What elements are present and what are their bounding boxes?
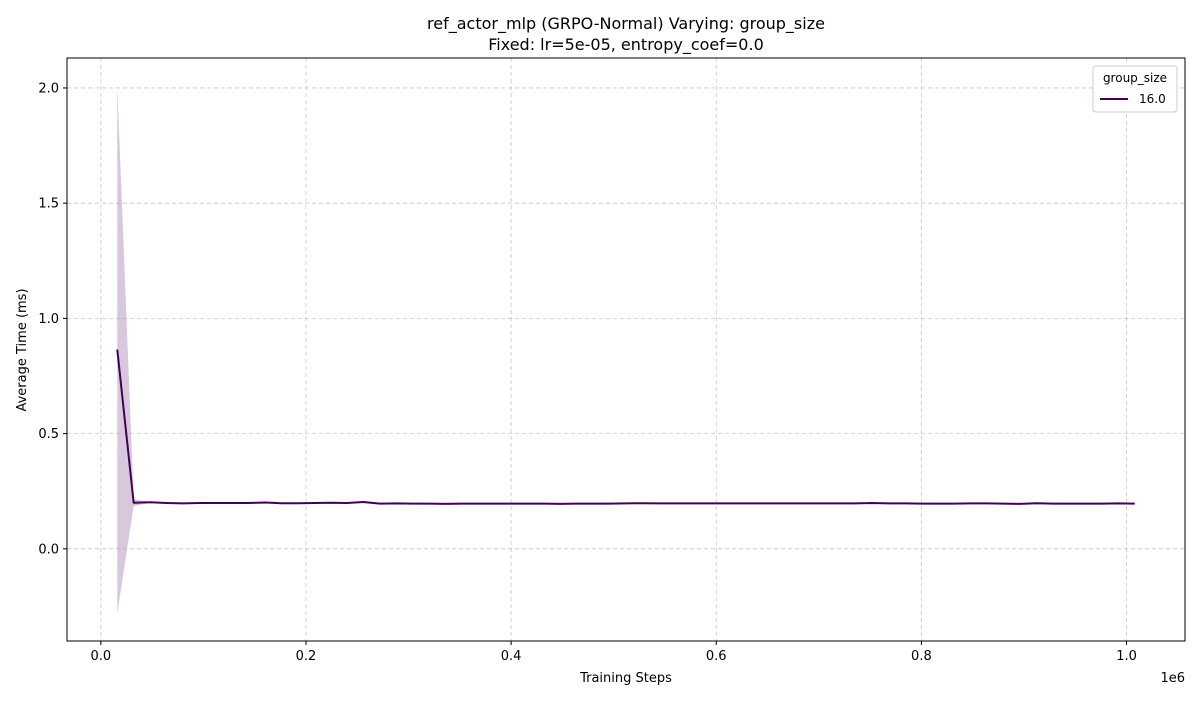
legend-box: [1092, 65, 1178, 113]
x-tick-label: 0.6: [706, 649, 727, 664]
y-tick-label: 1.0: [38, 312, 59, 327]
chart-subtitle: Fixed: lr=5e-05, entropy_coef=0.0: [488, 35, 764, 55]
x-tick-label: 1.0: [1116, 649, 1137, 664]
plot-frame: [66, 57, 1186, 642]
plot-layer: [116, 85, 1135, 614]
series-line-16.0: [116, 349, 1135, 505]
legend-title: group_size: [1103, 71, 1167, 85]
x-tick-label: 0.2: [296, 649, 317, 664]
x-axis-label: Training Steps: [579, 671, 672, 686]
x-tick-label: 0.8: [911, 649, 932, 664]
legend-label-16: 16.0: [1139, 92, 1166, 106]
y-tick-label: 0.0: [38, 542, 59, 557]
chart-title: ref_actor_mlp (GRPO-Normal) Varying: gro…: [427, 14, 825, 34]
confidence-band-16.0: [117, 85, 1135, 614]
tick-layer: 0.0 0.2 0.4 0.6 0.8 1.0 0.0 0.5 1.0 1.5 2.0: [38, 81, 1137, 664]
y-tick-label: 1.5: [38, 197, 59, 212]
y-tick-label: 2.0: [38, 81, 59, 96]
y-tick-label: 0.5: [38, 427, 59, 442]
y-axis-label: Average Time (ms): [15, 288, 30, 411]
grid-layer: [67, 58, 1185, 641]
x-tick-label: 0.0: [91, 649, 112, 664]
x-tick-label: 0.4: [501, 649, 522, 664]
legend: group_size 16.0: [1092, 65, 1178, 113]
x-axis-offset-label: 1e6: [1160, 671, 1185, 686]
